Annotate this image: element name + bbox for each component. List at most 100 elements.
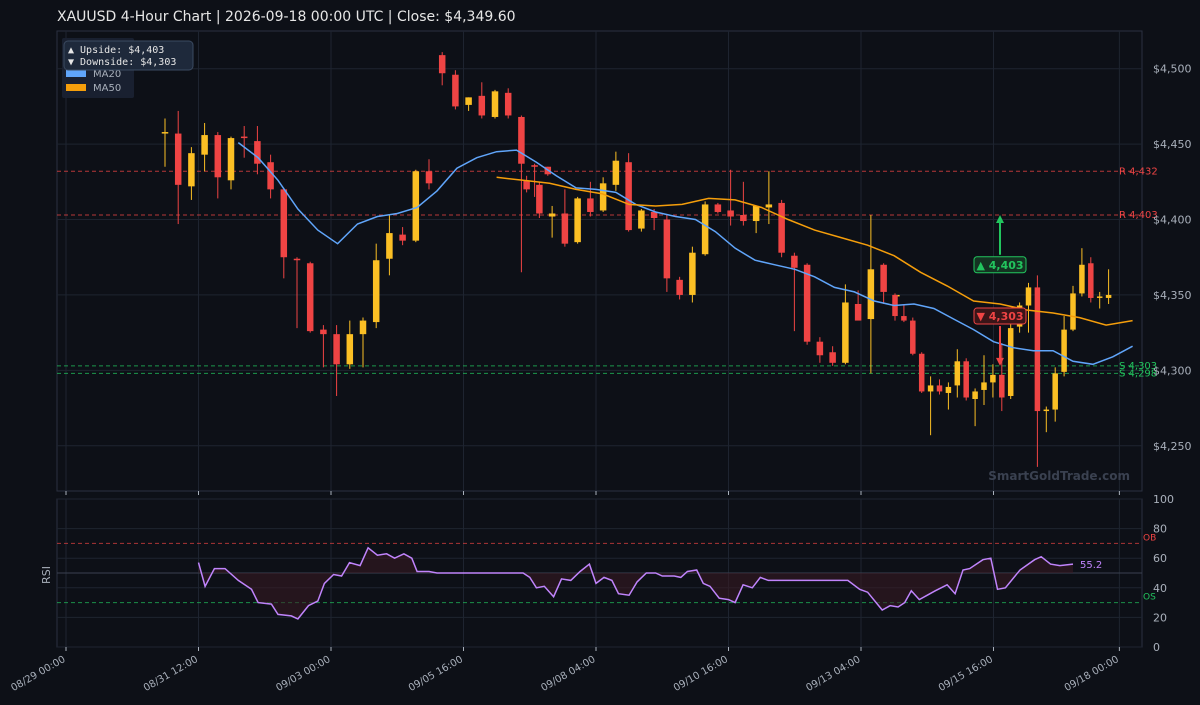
- candle-body: [650, 211, 658, 219]
- candle-body: [320, 329, 327, 335]
- rsi-y-tick-label: 20: [1153, 611, 1167, 624]
- candle-body: [372, 260, 380, 323]
- candle-body: [752, 205, 760, 222]
- level-label: S 4,303: [1119, 361, 1157, 372]
- candle-body: [1096, 296, 1103, 298]
- candle-body: [625, 162, 632, 231]
- candle-body: [740, 215, 747, 222]
- rsi-axis-label: RSI: [40, 566, 53, 584]
- candle-body: [972, 391, 978, 399]
- rsi-oversold-label: OS: [1143, 593, 1156, 603]
- level-label: S 4,298: [1119, 368, 1157, 379]
- candle-body: [518, 116, 525, 164]
- candle-body: [1088, 263, 1094, 298]
- candle-body: [816, 341, 824, 356]
- candle-body: [280, 189, 288, 258]
- upside-target-label: ▲ 4,403: [976, 259, 1023, 272]
- candle-body: [638, 210, 645, 229]
- candle-body: [663, 219, 671, 279]
- candle-body: [689, 252, 696, 295]
- candle-body: [829, 352, 836, 363]
- candle-body: [981, 382, 987, 390]
- target-arrow-head: [996, 215, 1004, 223]
- target-arrow-head: [996, 357, 1004, 366]
- price-moving-averages: [237, 142, 1133, 366]
- candle-body: [359, 320, 367, 335]
- candle-body: [548, 213, 556, 217]
- candle-body: [901, 316, 907, 321]
- upside-target-badge: [973, 256, 1027, 274]
- candle-body: [531, 165, 538, 167]
- downside-target-label: ▼ 4,303: [976, 310, 1023, 323]
- level-label: R 4,432: [1119, 166, 1158, 177]
- rsi-series-line: [197, 546, 1074, 620]
- candle-body: [778, 202, 785, 253]
- candle-body: [478, 95, 486, 116]
- candle-body: [491, 91, 499, 117]
- rsi-last-value: 55.2: [1080, 560, 1102, 571]
- candle-body: [465, 97, 472, 105]
- candle-body: [842, 302, 849, 363]
- price-y-tick-label: $4,500: [1153, 63, 1192, 76]
- candle-body: [676, 279, 683, 295]
- price-panel-frame: [56, 30, 1143, 492]
- candle-body: [867, 269, 875, 320]
- candle-body: [452, 74, 459, 107]
- candle-body: [425, 171, 433, 184]
- candle-body: [1007, 328, 1014, 396]
- candle-body: [240, 136, 248, 139]
- rsi-y-tick-label: 60: [1153, 552, 1167, 565]
- candle-body: [1043, 409, 1050, 412]
- candle-body: [954, 361, 961, 386]
- candle-body: [1061, 329, 1067, 372]
- candle-body: [438, 55, 446, 74]
- price-legend: MA20 MA50 ▲ Upside: $4,403▼ Downside: $4,3…: [62, 38, 194, 98]
- candle-body: [936, 385, 943, 392]
- rsi-y-ticks: 0 20 40 60 80 100 OB OS: [1143, 493, 1174, 654]
- candle-body: [1070, 293, 1076, 330]
- price-grid: [57, 31, 1142, 491]
- level-label: R 4,403: [1119, 210, 1158, 221]
- candle-body: [161, 132, 169, 134]
- candle-body: [880, 264, 887, 292]
- candle-body: [765, 204, 773, 208]
- candle-body: [945, 386, 952, 393]
- legend-swatch-ma20: [66, 70, 86, 77]
- candle-body: [927, 385, 934, 392]
- price-y-tick-label: $4,400: [1153, 214, 1192, 227]
- target-summary-box: [63, 40, 194, 71]
- downside-summary: ▼ Downside: $4,303: [68, 57, 176, 68]
- candle-body: [504, 92, 512, 116]
- legend-entry-ma20: MA20: [93, 69, 121, 80]
- candle-body: [399, 234, 406, 241]
- candle-body: [963, 361, 969, 398]
- candle-body: [1025, 287, 1032, 306]
- price-y-ticks: $4,250 $4,300 $4,350 $4,400 $4,450 $4,500: [1153, 63, 1192, 453]
- candle-body: [803, 264, 811, 342]
- candle-body: [561, 213, 569, 244]
- candle-body: [386, 233, 393, 259]
- candle-body: [523, 180, 530, 190]
- candle-body: [1034, 287, 1041, 412]
- chart-title: XAUUSD 4-Hour Chart | 2026-09-18 00:00 U…: [57, 9, 516, 25]
- price-annotations: ▲ 4,403 ▼ 4,303: [973, 215, 1027, 366]
- rsi-y-tick-label: 0: [1153, 641, 1160, 654]
- rsi-line: 55.2: [197, 546, 1102, 620]
- candle-body: [346, 334, 354, 365]
- rsi-y-tick-label: 80: [1153, 523, 1167, 536]
- candle-body: [188, 153, 195, 187]
- ma-line-ma20: [237, 142, 1133, 366]
- upside-summary: ▲ Upside: $4,403: [68, 45, 164, 56]
- candle-body: [727, 210, 734, 217]
- candle-body: [254, 141, 261, 164]
- candle-body: [574, 198, 581, 243]
- price-y-tick-label: $4,450: [1153, 138, 1192, 151]
- legend-entry-ma50: MA50: [93, 83, 121, 94]
- candle-body: [174, 133, 182, 185]
- price-y-tick-label: $4,300: [1153, 364, 1192, 377]
- candle-body: [701, 204, 709, 255]
- candle-body: [1052, 373, 1058, 410]
- downside-target-badge: [973, 307, 1027, 325]
